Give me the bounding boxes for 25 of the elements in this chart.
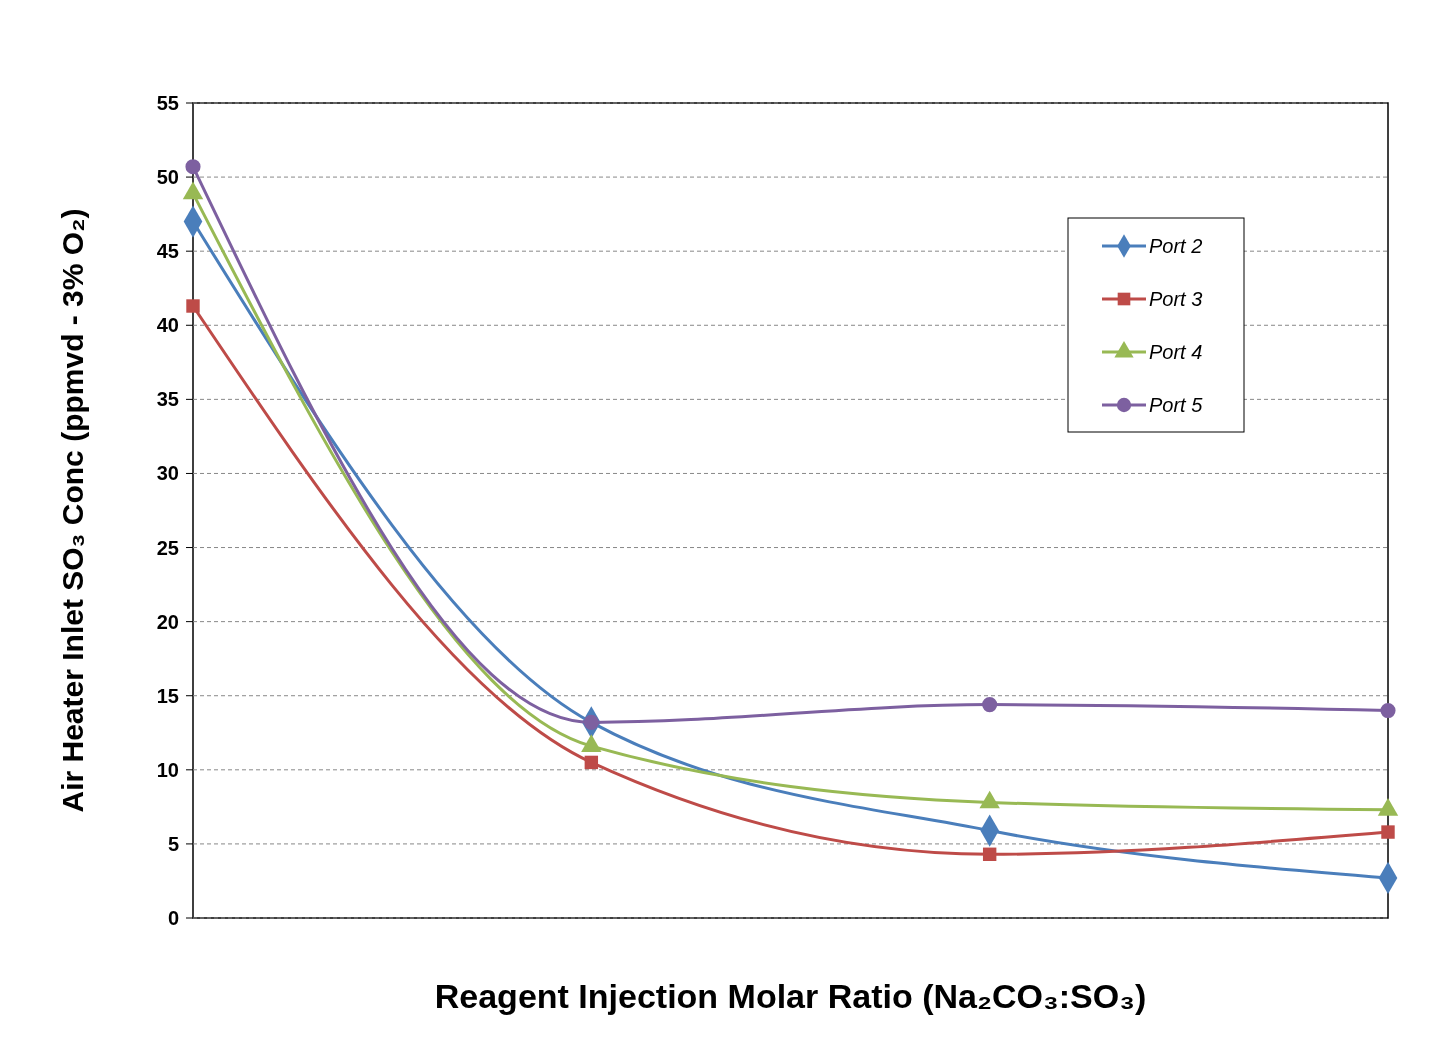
legend-label: Port 2 bbox=[1149, 235, 1203, 257]
y-tick-label: 25 bbox=[156, 536, 179, 559]
y-tick-label: 15 bbox=[156, 684, 179, 707]
y-tick-label: 30 bbox=[156, 462, 179, 485]
y-tick-label: 40 bbox=[156, 314, 179, 337]
point bbox=[982, 697, 998, 713]
y-tick-label: 10 bbox=[156, 758, 179, 781]
y-tick-label: 50 bbox=[156, 166, 179, 189]
point bbox=[186, 299, 200, 313]
y-axis-title: Air Heater Inlet SO₃ Conc (ppmvd - 3% O₂) bbox=[56, 208, 89, 813]
point bbox=[1380, 702, 1396, 719]
point bbox=[1381, 825, 1395, 839]
point bbox=[185, 159, 201, 175]
y-tick-label: 20 bbox=[156, 610, 179, 633]
y-tick-label: 0 bbox=[167, 907, 179, 929]
legend-label: Port 4 bbox=[1149, 341, 1203, 363]
y-tick-label: 5 bbox=[167, 832, 179, 855]
y-tick-label: 35 bbox=[156, 388, 179, 411]
y-tick-label: 45 bbox=[156, 240, 179, 263]
point bbox=[584, 755, 599, 770]
x-axis-title: Reagent Injection Molar Ratio (Na₂CO₃:SO₃) bbox=[434, 977, 1147, 1015]
point bbox=[982, 847, 997, 861]
y-tick-label: 55 bbox=[156, 92, 179, 114]
legend-label: Port 5 bbox=[1149, 394, 1204, 416]
legend-label: Port 3 bbox=[1149, 288, 1203, 310]
